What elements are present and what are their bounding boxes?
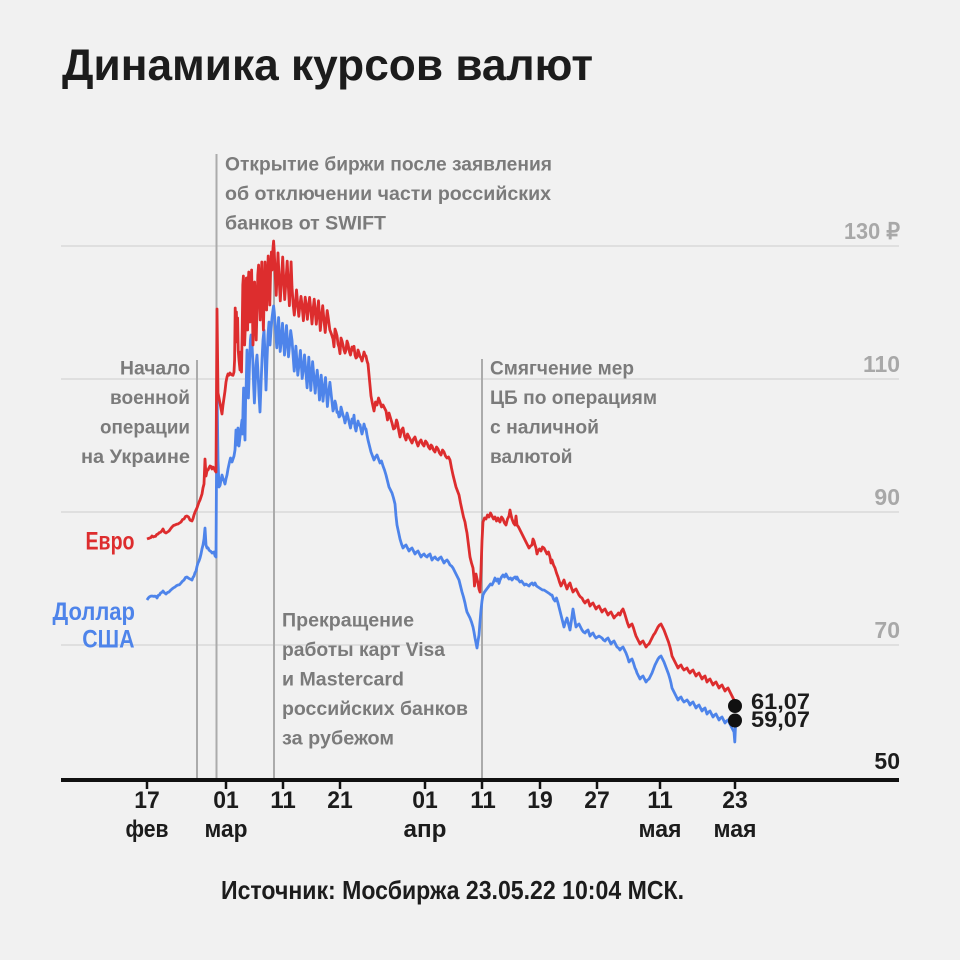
svg-text:17: 17 xyxy=(134,787,160,814)
svg-text:Прекращение: Прекращение xyxy=(282,611,414,632)
svg-text:Источник: Мосбиржа 23.05.22 10: Источник: Мосбиржа 23.05.22 10:04 МСК. xyxy=(221,875,684,905)
svg-text:01: 01 xyxy=(412,787,438,814)
svg-text:мая: мая xyxy=(639,816,682,843)
svg-text:Динамика курсов валют: Динамика курсов валют xyxy=(62,41,593,90)
svg-text:61,07: 61,07 xyxy=(751,689,810,714)
svg-text:50: 50 xyxy=(874,748,900,774)
svg-text:Доллар: Доллар xyxy=(53,598,136,626)
svg-text:ЦБ по операциям: ЦБ по операциям xyxy=(490,388,657,409)
svg-text:российских банков: российских банков xyxy=(282,699,468,720)
svg-text:с наличной: с наличной xyxy=(490,418,599,439)
svg-text:Начало: Начало xyxy=(120,359,190,380)
svg-text:мар: мар xyxy=(205,816,248,843)
svg-text:банков от SWIFT: банков от SWIFT xyxy=(225,214,386,235)
svg-text:валютой: валютой xyxy=(490,447,573,468)
svg-text:11: 11 xyxy=(647,787,673,814)
svg-text:и Mastercard: и Mastercard xyxy=(282,670,404,691)
svg-text:военной: военной xyxy=(110,388,190,409)
svg-text:работы карт Visa: работы карт Visa xyxy=(282,640,445,661)
svg-text:мая: мая xyxy=(714,816,757,843)
svg-text:19: 19 xyxy=(527,787,553,814)
svg-text:апр: апр xyxy=(404,816,447,843)
svg-text:Евро: Евро xyxy=(86,528,135,556)
svg-text:70: 70 xyxy=(874,617,900,643)
svg-text:Смягчение мер: Смягчение мер xyxy=(490,359,634,380)
svg-text:за рубежом: за рубежом xyxy=(282,729,394,750)
svg-text:11: 11 xyxy=(470,787,496,814)
svg-text:90: 90 xyxy=(874,484,900,510)
svg-text:11: 11 xyxy=(270,787,296,814)
svg-text:59,07: 59,07 xyxy=(751,707,810,732)
svg-text:130 ₽: 130 ₽ xyxy=(844,218,900,244)
svg-text:операции: операции xyxy=(100,418,190,439)
svg-text:21: 21 xyxy=(327,787,353,814)
svg-text:110: 110 xyxy=(863,351,900,377)
svg-text:01: 01 xyxy=(213,787,239,814)
svg-text:27: 27 xyxy=(584,787,610,814)
svg-text:23: 23 xyxy=(722,787,748,814)
svg-text:фев: фев xyxy=(126,816,169,843)
svg-text:об отключении части российских: об отключении части российских xyxy=(225,184,551,205)
svg-text:Открытие биржи после заявления: Открытие биржи после заявления xyxy=(225,155,552,176)
svg-text:США: США xyxy=(82,626,134,654)
svg-text:на Украине: на Украине xyxy=(81,447,190,468)
